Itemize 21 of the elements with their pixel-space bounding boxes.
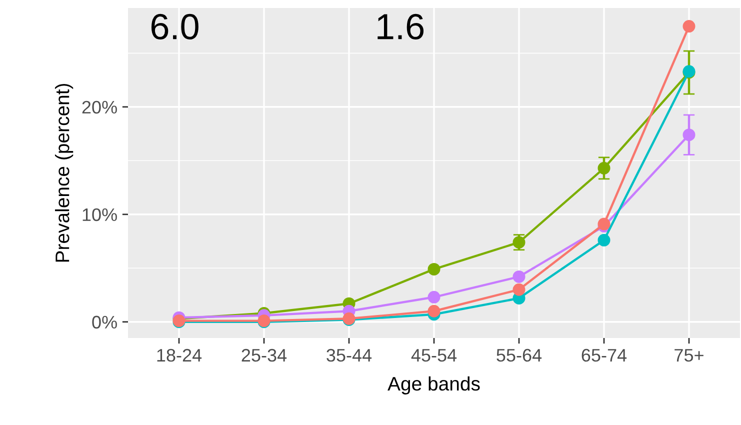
- x-tick-label: 35-44: [326, 348, 372, 362]
- point: [512, 283, 526, 296]
- x-tick-label: 25-34: [242, 348, 287, 362]
- y-tick-label: 20%: [82, 100, 117, 114]
- annotation: 6.0: [151, 14, 198, 40]
- x-tick-label: 75+: [674, 349, 704, 362]
- point: [598, 234, 610, 246]
- x-tick-label: 65-74: [582, 348, 627, 362]
- point: [682, 20, 696, 33]
- y-tick-label: 0%: [92, 316, 117, 329]
- x-tick-label: 55-64: [496, 348, 542, 362]
- point: [428, 262, 440, 276]
- point: [428, 304, 440, 318]
- x-tick-label: 18-24: [157, 348, 202, 362]
- point: [428, 290, 440, 304]
- y-axis-title: Prevalence (percent): [54, 84, 74, 262]
- y-tick-label: 10%: [82, 208, 117, 222]
- x-axis-title: Age bands: [388, 376, 480, 394]
- x-tick-label: 45-54: [411, 349, 457, 362]
- annotation: 1.6: [378, 14, 424, 40]
- point: [512, 270, 526, 283]
